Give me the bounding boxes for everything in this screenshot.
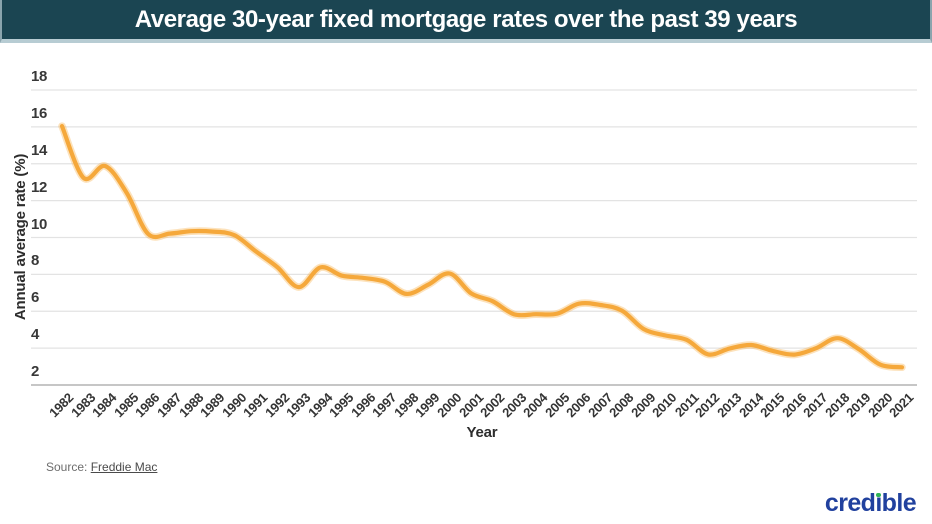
y-tick-label: 12 xyxy=(31,178,48,196)
y-tick-label: 4 xyxy=(31,326,40,344)
y-tick-label: 8 xyxy=(31,252,40,270)
y-tick-label: 2 xyxy=(31,363,40,380)
credible-logo: credı ble xyxy=(824,489,917,517)
source-note: Source: Freddie Mac xyxy=(46,460,157,474)
y-tick-label: 10 xyxy=(31,215,48,233)
x-axis-title: Year xyxy=(466,424,498,441)
rate-line xyxy=(59,124,905,370)
y-tick-label: 18 xyxy=(31,68,48,85)
line-halo xyxy=(58,122,906,372)
logo-i: ı xyxy=(875,489,882,517)
y-tick-label: 14 xyxy=(31,141,48,159)
source-link[interactable]: Freddie Mac xyxy=(90,460,158,474)
chart-title-banner: Average 30-year fixed mortgage rates ove… xyxy=(0,0,932,43)
chart-title: Average 30-year fixed mortgage rates ove… xyxy=(134,6,798,33)
y-tick-label: 16 xyxy=(31,104,48,122)
y-axis-title: Annual average rate (%) xyxy=(12,153,29,321)
logo-green-dot-icon xyxy=(876,492,881,498)
source-label: Source: xyxy=(46,460,88,474)
y-tick-label: 6 xyxy=(31,289,40,307)
